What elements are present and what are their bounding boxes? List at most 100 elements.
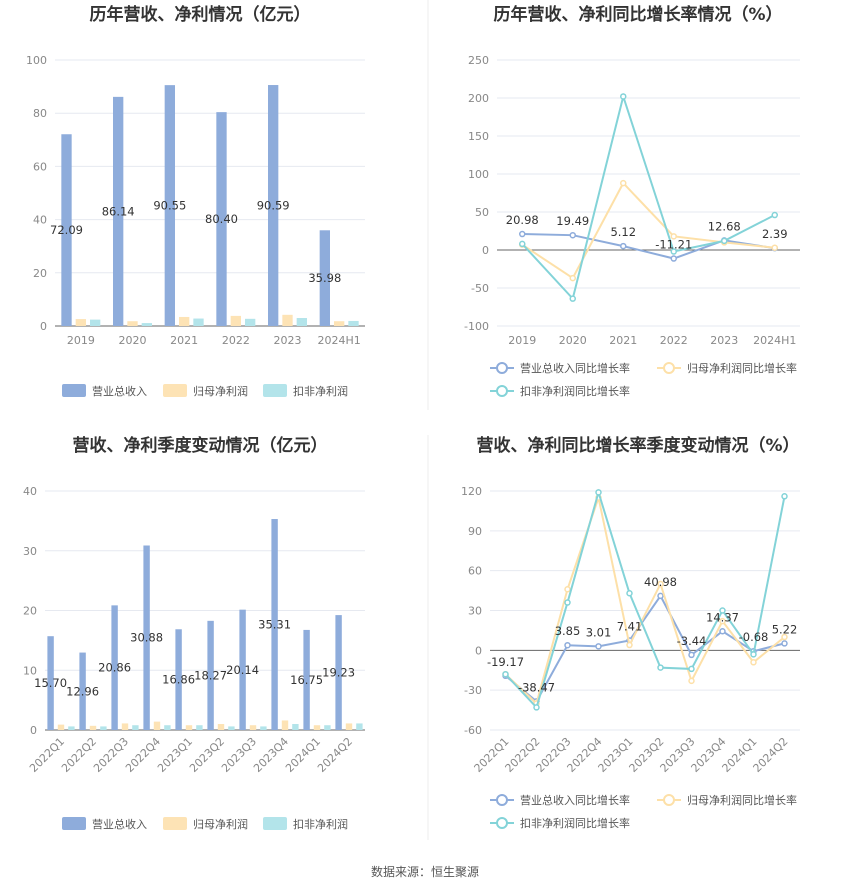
chart3-data-label: 20.86 <box>98 661 131 675</box>
chart2-title: 历年营收、净利同比增长率情况（%） <box>493 4 782 25</box>
chart4-data-label: -19.17 <box>487 655 524 669</box>
chart2-legend-label: 归母净利润同比增长率 <box>687 361 797 375</box>
chart4-legend-label: 营业总收入同比增长率 <box>520 793 630 807</box>
chart1-ytick-label: 0 <box>40 320 47 333</box>
chart3-data-label: 16.75 <box>290 673 323 687</box>
chart4-data-label: -0.68 <box>739 630 769 644</box>
chart1-title: 历年营收、净利情况（亿元） <box>90 4 311 25</box>
chart1-bar-3 <box>193 318 204 326</box>
chart2-point-2 <box>670 233 677 240</box>
chart2-xtick-label: 2024H1 <box>753 334 796 347</box>
chart2-point-1 <box>569 231 576 239</box>
chart4-data-label: -3.44 <box>677 634 707 648</box>
chart4-point-3 <box>657 664 664 671</box>
chart4-ytick-label: 30 <box>468 605 482 618</box>
chart2-ytick-label: 200 <box>468 92 489 105</box>
chart2-ytick-label: 50 <box>475 206 489 219</box>
chart1-legend-label: 扣非净利润 <box>293 384 348 398</box>
chart1-ytick-label: 100 <box>26 54 47 67</box>
chart1-bar-1 <box>61 134 72 326</box>
chart3-ytick-label: 40 <box>23 485 37 498</box>
chart4-ytick-label: 90 <box>468 525 482 538</box>
chart4-point-3 <box>502 670 509 678</box>
chart4-data-label: -38.47 <box>518 680 555 694</box>
chart1-bar-1 <box>164 85 175 327</box>
chart3-legend-swatch <box>163 817 187 830</box>
chart4-legend-label: 归母净利润同比增长率 <box>687 793 797 807</box>
chart3-data-label: 20.14 <box>226 663 259 677</box>
chart4-legend-marker <box>496 817 508 829</box>
chart3-data-label: 12.96 <box>66 684 99 698</box>
chart4-data-label: 3.85 <box>555 624 581 638</box>
chart2-legend-marker <box>496 362 508 374</box>
source-note: 数据来源：恒生聚源 <box>371 864 479 879</box>
chart4-ytick-label: 0 <box>475 644 482 657</box>
chart3-bar-1 <box>175 629 182 730</box>
chart1-bar-2 <box>282 314 293 326</box>
chart2-point-3 <box>569 295 576 302</box>
chart4-point-2 <box>626 641 633 649</box>
chart4-xtick-label: 2024Q2 <box>751 735 791 775</box>
chart3-bar-1 <box>143 545 150 730</box>
chart4-point-1 <box>719 628 726 635</box>
chart1-bar-1 <box>113 96 124 326</box>
chart1-legend-label: 营业总收入 <box>92 384 147 398</box>
chart3-data-label: 16.86 <box>162 673 195 687</box>
chart1-bar-3 <box>245 318 256 326</box>
chart2-point-1 <box>620 242 627 250</box>
chart3-bar-3 <box>132 725 139 730</box>
chart4-point-1 <box>781 640 788 647</box>
chart1-data-label: 72.09 <box>50 223 83 237</box>
chart2-data-label: 19.49 <box>556 214 589 228</box>
chart2-point-2 <box>771 244 778 251</box>
chart3-ytick-label: 30 <box>23 545 37 558</box>
chart2-legend-marker <box>663 362 675 374</box>
chart1-bar-1 <box>216 112 227 326</box>
chart3-legend-label: 归母净利润 <box>193 817 248 831</box>
chart4-ytick-label: 120 <box>461 485 482 498</box>
chart1-xtick-label: 2022 <box>222 334 250 347</box>
chart1-data-label: 35.98 <box>308 271 341 285</box>
chart4-point-3 <box>719 607 726 614</box>
chart1-data-label: 90.55 <box>153 199 186 213</box>
chart3-bar-1 <box>111 605 118 730</box>
chart2-ytick-label: 100 <box>468 168 489 181</box>
chart4-ytick-label: 60 <box>468 565 482 578</box>
chart3-bar-1 <box>79 652 86 730</box>
chart3-bar-2 <box>57 724 65 730</box>
chart4-ytick-label: -60 <box>464 724 482 737</box>
chart3-data-label: 35.31 <box>258 618 291 632</box>
chart1-bar-2 <box>230 315 241 326</box>
chart1-ytick-label: 80 <box>33 107 47 120</box>
chart1-legend-swatch <box>263 384 287 397</box>
chart1-data-label: 86.14 <box>102 204 135 218</box>
chart4-series-line-3 <box>504 488 786 710</box>
chart3-legend-label: 扣非净利润 <box>293 817 348 831</box>
chart3-bar-2 <box>89 725 97 730</box>
chart2-xtick-label: 2019 <box>508 334 536 347</box>
chart4-title: 营收、净利同比增长率季度变动情况（%） <box>476 435 799 456</box>
chart1-xtick-label: 2024H1 <box>318 334 361 347</box>
chart3-data-label: 19.23 <box>322 666 355 680</box>
chart2-data-label: -11.21 <box>655 238 692 252</box>
chart4-point-3 <box>595 489 602 496</box>
chart3-bar-2 <box>281 720 289 730</box>
chart1-ytick-label: 20 <box>33 267 47 280</box>
chart4-point-3 <box>626 589 633 597</box>
chart1-data-label: 80.40 <box>205 212 238 226</box>
chart1-bar-3 <box>141 323 152 326</box>
chart3-bar-2 <box>185 725 193 730</box>
chart4-data-label: 3.01 <box>586 625 612 639</box>
chart3-bar-3 <box>260 726 267 730</box>
chart1-bar-3 <box>296 318 307 326</box>
chart3-legend-label: 营业总收入 <box>92 817 147 831</box>
chart2-ytick-label: 0 <box>482 244 489 257</box>
chart1-xtick-label: 2021 <box>170 334 198 347</box>
chart2-xtick-label: 2020 <box>559 334 587 347</box>
chart1-bar-2 <box>179 316 190 326</box>
chart3-bar-3 <box>196 725 203 730</box>
chart2-data-label: 12.68 <box>708 219 741 233</box>
chart3-data-label: 15.70 <box>34 676 67 690</box>
chart4-point-1 <box>657 592 664 600</box>
chart1-bar-2 <box>127 321 138 326</box>
